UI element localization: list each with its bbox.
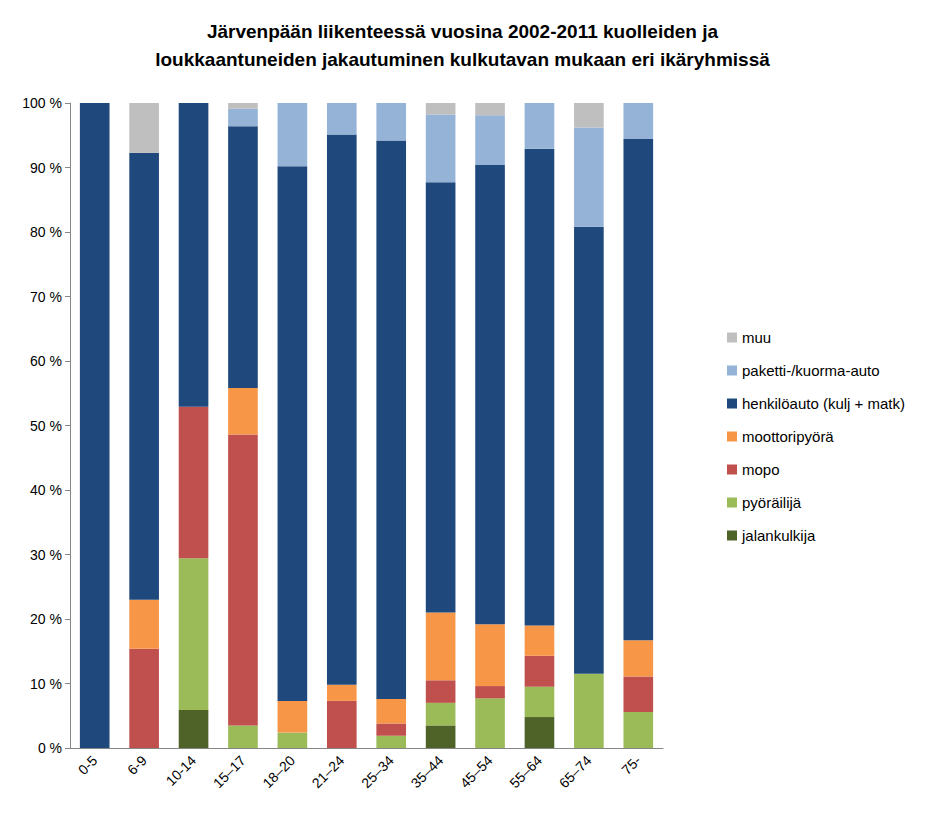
svg-text:30 %: 30 % [30,547,62,563]
svg-text:moottoripyörä: moottoripyörä [742,428,834,445]
svg-text:35–44: 35–44 [407,752,446,791]
svg-text:70 %: 70 % [30,289,62,305]
svg-text:mopo: mopo [742,461,780,478]
svg-text:loukkaantuneiden jakautuminen: loukkaantuneiden jakautuminen kulkutavan… [155,49,770,70]
svg-text:60 %: 60 % [30,353,62,369]
svg-text:6-9: 6-9 [124,752,150,778]
svg-text:55–64: 55–64 [506,752,545,791]
svg-text:65–74: 65–74 [556,752,595,791]
svg-text:75-: 75- [618,752,644,778]
svg-text:muu: muu [742,329,771,346]
svg-text:10 %: 10 % [30,676,62,692]
svg-text:80 %: 80 % [30,224,62,240]
svg-text:45–54: 45–54 [457,752,496,791]
svg-text:20 %: 20 % [30,611,62,627]
svg-text:18–20: 18–20 [259,752,298,791]
svg-text:21–24: 21–24 [309,752,348,791]
svg-text:Järvenpään liikenteessä vuosin: Järvenpään liikenteessä vuosina 2002-201… [207,21,719,42]
svg-text:50 %: 50 % [30,418,62,434]
svg-text:40 %: 40 % [30,482,62,498]
svg-text:paketti-/kuorma-auto: paketti-/kuorma-auto [742,362,880,379]
svg-text:0 %: 0 % [38,740,62,756]
svg-text:90 %: 90 % [30,160,62,176]
svg-text:100 %: 100 % [22,95,62,111]
svg-text:jalankulkija: jalankulkija [741,527,816,544]
svg-text:0-5: 0-5 [75,752,101,778]
svg-text:15–17: 15–17 [210,752,249,791]
svg-text:10-14: 10-14 [163,752,200,789]
svg-text:pyöräilijä: pyöräilijä [742,494,802,511]
svg-text:henkilöauto (kulj + matk): henkilöauto (kulj + matk) [742,395,905,412]
svg-text:25–34: 25–34 [358,752,397,791]
